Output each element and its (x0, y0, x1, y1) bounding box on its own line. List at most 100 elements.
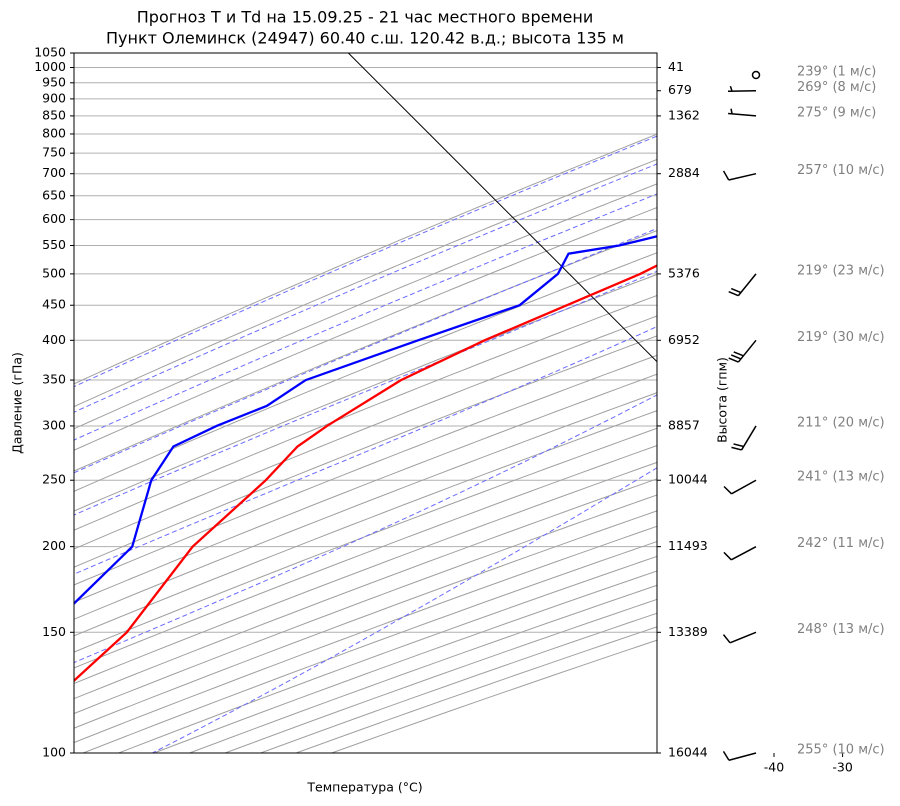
dry-adiabat (152, 570, 657, 753)
dry-adiabat (74, 207, 657, 451)
barb (733, 351, 744, 357)
wind-label: 275° (9 м/с) (797, 105, 876, 120)
mixing-ratio-line (890, 53, 900, 220)
dry-adiabat (74, 294, 657, 531)
dry-adiabat (74, 445, 657, 669)
y2-tick-label: 2884 (668, 165, 700, 180)
y-tick-label: 800 (42, 125, 66, 140)
y-tick-label: 300 (42, 417, 66, 432)
wind-barb (722, 750, 757, 761)
wind-barb (731, 425, 757, 451)
profile-line (74, 264, 657, 683)
dry-adiabat (74, 392, 657, 620)
barb (722, 170, 730, 181)
wind-barb (728, 339, 757, 363)
dry-adiabat (74, 510, 657, 729)
dry-adiabat (117, 555, 657, 753)
barb-staff (737, 339, 757, 363)
y-tick-label: 150 (42, 624, 66, 639)
profiles (74, 235, 657, 683)
chart-title: Прогноз T и Td на 15.09.25 - 21 час мест… (137, 8, 593, 27)
moist-adiabat (74, 227, 657, 474)
moist-adiabat (74, 394, 657, 664)
barb (723, 485, 733, 495)
moist-adiabat (74, 193, 657, 441)
y-tick-label: 900 (42, 90, 66, 105)
dry-adiabat (74, 252, 657, 492)
moist-adiabat (74, 270, 657, 516)
y2-tick-label: 11493 (668, 538, 708, 553)
profile-line (74, 235, 657, 606)
dry-adiabat (74, 315, 657, 550)
dry-adiabat (81, 540, 657, 753)
isotherm (347, 53, 657, 363)
barb (722, 634, 731, 644)
y-tick-label: 200 (42, 538, 66, 553)
wind-label: 242° (11 м/с) (797, 536, 885, 551)
wind-label: 239° (1 м/с) (797, 65, 876, 80)
wind-barb (722, 170, 757, 181)
barb-staff (740, 425, 757, 451)
y-tick-label: 650 (42, 187, 66, 202)
barb (728, 357, 739, 363)
y-tick-label: 350 (42, 372, 66, 387)
wind-label: 211° (20 м/с) (797, 415, 885, 430)
y-tick-label: 1000 (34, 59, 66, 74)
barb (722, 750, 730, 761)
dry-adiabat (74, 525, 657, 744)
dry-adiabat (74, 273, 657, 512)
wind-barb (728, 108, 757, 117)
barb (730, 354, 742, 360)
barb (733, 443, 744, 448)
x-axis-label: Температура (°C) (306, 780, 422, 795)
dry-adiabat (74, 373, 657, 603)
barb (730, 287, 742, 294)
y2-tick-label: 8857 (668, 417, 700, 432)
barb-staff (737, 273, 757, 297)
y-tick-label: 550 (42, 237, 66, 252)
barb (728, 290, 739, 297)
dry-adiabat (74, 133, 657, 385)
wind-barb (751, 70, 761, 80)
wind-barb (723, 545, 757, 561)
y-tick-label: 700 (42, 165, 66, 180)
dry-adiabat (74, 410, 657, 637)
y2-tick-label: 1362 (668, 107, 700, 122)
y-axis-label: Давление (гПа) (10, 352, 25, 454)
y-tick-label: 850 (42, 107, 66, 122)
wind-label: 219° (30 м/с) (797, 330, 885, 345)
x-tick-label: -30 (832, 760, 852, 775)
dry-adiabat (74, 230, 657, 472)
y2-axis-label: Высота (гпм) (715, 357, 730, 443)
y2-tick-label: 13389 (668, 624, 708, 639)
dry-adiabat (74, 461, 657, 685)
y2-tick-label: 16044 (668, 745, 708, 760)
dry-adiabat (74, 427, 657, 653)
wind-label: 219° (23 м/с) (797, 263, 885, 278)
y-tick-label: 750 (42, 145, 66, 160)
barb-staff (728, 172, 757, 181)
x-tick-label: -40 (764, 760, 784, 775)
y-tick-label: 1050 (34, 45, 66, 60)
barb-calm (751, 70, 761, 80)
barb-staff (728, 752, 757, 761)
dry-adiabat (74, 494, 657, 715)
y-tick-label: 950 (42, 74, 66, 89)
dry-adiabat (74, 335, 657, 568)
barb-staff (730, 545, 757, 561)
wind-label: 248° (13 м/с) (797, 622, 885, 637)
wind-label: 269° (8 м/с) (797, 80, 876, 95)
half-barb (729, 85, 733, 92)
plot-frame (73, 52, 658, 754)
moist-adiabat (151, 467, 657, 753)
wind-barb (728, 273, 757, 297)
barb (723, 551, 732, 561)
wind-label: 257° (10 м/с) (797, 163, 885, 178)
y2-tick-label: 41 (668, 59, 684, 74)
dry-adiabat (74, 354, 657, 586)
chart-subtitle: Пункт Олеминск (24947) 60.40 с.ш. 120.42… (106, 29, 624, 48)
y-tick-label: 450 (42, 297, 66, 312)
y-tick-label: 400 (42, 332, 66, 347)
wind-label: 241° (13 м/с) (797, 470, 885, 485)
